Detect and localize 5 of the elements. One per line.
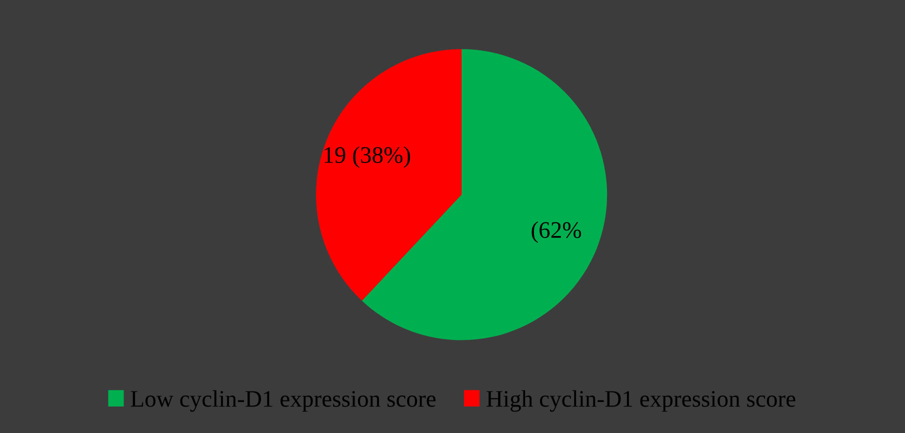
legend-label: High cyclin-D1 expression score (486, 390, 796, 412)
data-label: 19 (38%) (324, 146, 410, 168)
legend-label: Low cyclin-D1 expression score (130, 390, 436, 412)
data-label: (62% (532, 221, 582, 243)
pie-slice (316, 49, 462, 301)
